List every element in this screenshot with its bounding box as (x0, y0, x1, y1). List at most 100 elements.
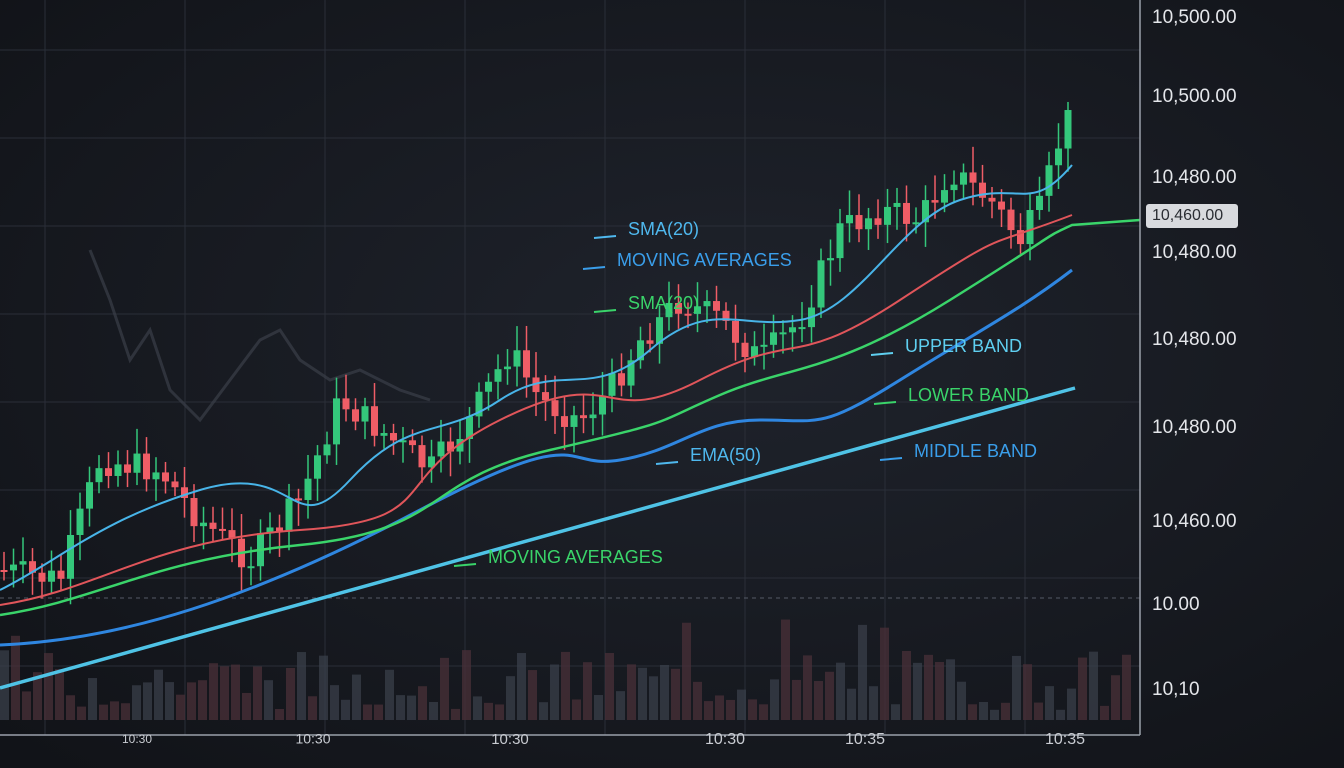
candle-body (912, 222, 920, 225)
volume-bar (385, 669, 394, 720)
candle-body (760, 344, 768, 347)
volume-bar (1012, 655, 1021, 720)
candle-body (798, 327, 806, 330)
candle-body (124, 464, 131, 473)
volume-bar (1111, 675, 1120, 720)
candle-body (352, 409, 359, 422)
price-label: 10,480.00 (1152, 417, 1237, 438)
candle-body (817, 260, 825, 308)
candle-body (722, 310, 730, 321)
annotation-dash (453, 563, 477, 567)
volume-bar (517, 653, 526, 720)
volume-bar (814, 681, 823, 720)
candle-body (884, 206, 891, 225)
volume-bar (473, 696, 482, 720)
candle-body (532, 377, 540, 393)
volume-bar (946, 659, 955, 720)
candle-body (627, 360, 635, 386)
candle-body (618, 373, 625, 386)
labels: 10,500.00 10,500.00 10,480.00 10,460.00 10,4… (122, 7, 1237, 748)
volume-bar (770, 679, 779, 720)
annotation-dash (873, 401, 897, 405)
volume-bar (275, 708, 284, 720)
volume-bar (825, 671, 834, 720)
candle-body (342, 398, 350, 410)
volume-bar (583, 662, 592, 720)
candle-body (770, 332, 777, 345)
candle-body (276, 527, 283, 532)
volume-bar (264, 680, 273, 720)
volume-bar (869, 686, 878, 720)
candle-body (200, 522, 207, 527)
candle-body (67, 535, 74, 579)
volume-bar (88, 678, 97, 720)
volume-bar (495, 704, 504, 720)
candle-body (523, 350, 530, 378)
lower-band-line (0, 268, 1073, 647)
price-label: 10,10 (1152, 679, 1200, 700)
candle-body (143, 453, 150, 480)
volume-bar (1100, 705, 1109, 720)
volume-bar (66, 695, 75, 720)
volume-bar (374, 704, 383, 720)
annotation-dash (655, 461, 679, 465)
candle-body (0, 570, 8, 572)
candle-body (960, 172, 967, 185)
volume-bar (913, 662, 922, 720)
price-highlight (1146, 204, 1238, 228)
volume-bar (858, 624, 867, 720)
volume-bar (132, 685, 141, 720)
volume-bar (154, 669, 163, 720)
volume-bar (22, 691, 31, 720)
volume-bar (99, 704, 108, 720)
candle-body (447, 441, 454, 452)
candle-body (542, 392, 549, 401)
shadow-line (88, 249, 431, 423)
volume-bar (935, 662, 944, 720)
volume-bar (1078, 657, 1087, 720)
candle-body (95, 468, 103, 483)
candle-body (1045, 165, 1053, 196)
volume-bar (1001, 702, 1010, 720)
volume-bar (165, 682, 174, 720)
volume-bar (649, 676, 658, 720)
candle-body (181, 487, 188, 498)
volume-bar (550, 664, 559, 720)
candle-body (703, 301, 711, 307)
price-label: 10,480.00 (1152, 167, 1237, 188)
candle-body (979, 182, 986, 198)
volume-bar (627, 664, 636, 720)
candle-body (1007, 209, 1015, 231)
price-label: 10,460.00 (1152, 511, 1237, 532)
candle-body (10, 564, 17, 571)
candle-body (390, 433, 397, 441)
candle-body (295, 498, 302, 501)
volume-bar (836, 662, 845, 720)
candle-body (190, 497, 198, 527)
candle-body (874, 218, 882, 225)
middle-band-line (0, 386, 1076, 690)
candle-body (371, 406, 378, 436)
annotation-dash (870, 352, 894, 356)
candle-body (608, 373, 616, 396)
candle-body (114, 464, 122, 476)
candle-body (228, 530, 236, 539)
candle-body (219, 528, 226, 531)
candle-body (1017, 230, 1024, 245)
volume-bar (33, 672, 42, 720)
candle-body (846, 215, 853, 224)
volume-bar (704, 701, 713, 720)
volume-bar (407, 695, 416, 720)
price-label: 10,500.00 (1152, 86, 1237, 107)
volume-bar (979, 701, 988, 720)
candle-body (475, 391, 483, 417)
volume-bar (11, 635, 20, 720)
annotation: MOVING AVERAGES (617, 250, 792, 270)
volume-bar (231, 664, 240, 720)
volume-bar (44, 653, 53, 720)
volume-bar (198, 680, 207, 720)
volume-bar (924, 654, 933, 720)
candle-body (437, 441, 445, 457)
